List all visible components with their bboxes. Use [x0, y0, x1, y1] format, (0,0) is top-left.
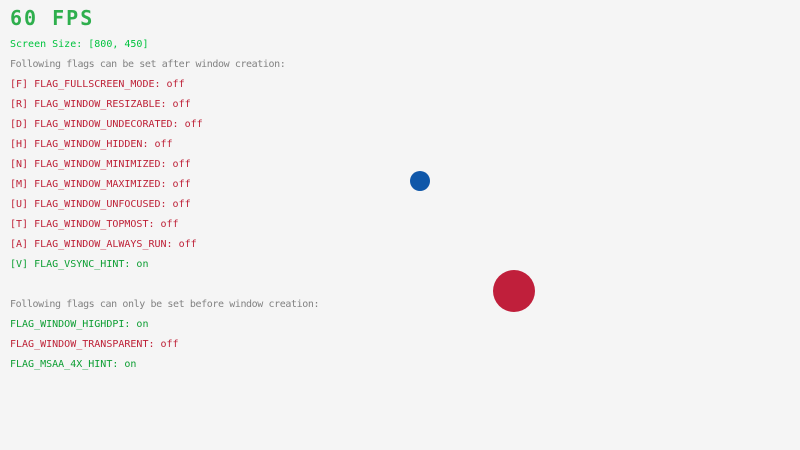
blue-ball [410, 171, 430, 191]
flag-window-hidden: [H] FLAG_WINDOW_HIDDEN: off [10, 139, 173, 150]
flag-window-topmost: [T] FLAG_WINDOW_TOPMOST: off [10, 219, 179, 230]
flag-vsync-hint: [V] FLAG_VSYNC_HINT: on [10, 259, 149, 270]
flag-msaa-4x-hint: FLAG_MSAA_4X_HINT: on [10, 359, 137, 370]
fps-counter: 60 FPS [10, 6, 95, 30]
flag-window-minimized: [N] FLAG_WINDOW_MINIMIZED: off [10, 159, 191, 170]
flag-window-transparent: FLAG_WINDOW_TRANSPARENT: off [10, 339, 179, 350]
flag-window-maximized: [M] FLAG_WINDOW_MAXIMIZED: off [10, 179, 191, 190]
flag-window-resizable: [R] FLAG_WINDOW_RESIZABLE: off [10, 99, 191, 110]
flags-after-creation-header: Following flags can be set after window … [10, 59, 286, 70]
flag-fullscreen-mode: [F] FLAG_FULLSCREEN_MODE: off [10, 79, 185, 90]
flag-window-undecorated: [D] FLAG_WINDOW_UNDECORATED: off [10, 119, 203, 130]
red-ball [493, 270, 535, 312]
flags-before-creation-header: Following flags can only be set before w… [10, 299, 320, 310]
flag-window-highdpi: FLAG_WINDOW_HIGHDPI: on [10, 319, 149, 330]
screen-size-label: Screen Size: [800, 450] [10, 39, 149, 50]
flag-window-always-run: [A] FLAG_WINDOW_ALWAYS_RUN: off [10, 239, 197, 250]
flag-window-unfocused: [U] FLAG_WINDOW_UNFOCUSED: off [10, 199, 191, 210]
